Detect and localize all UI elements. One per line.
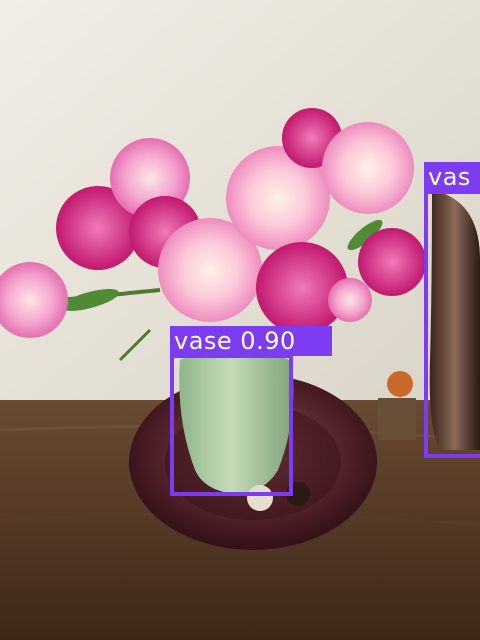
tall-vase-detection-box <box>424 190 480 458</box>
vase-detection-label: vase 0.90 <box>170 326 332 356</box>
tall-vase-detection-label: vas <box>424 162 480 192</box>
vase-detection-box <box>170 354 293 496</box>
